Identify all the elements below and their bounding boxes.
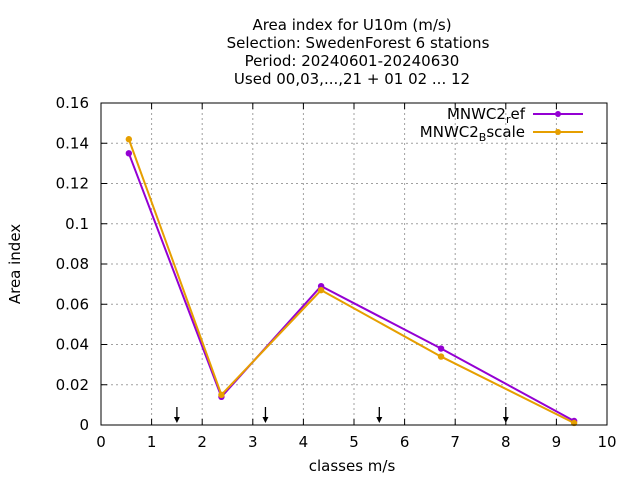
y-tick-label: 0: [79, 416, 89, 434]
x-tick-label: 9: [552, 433, 562, 451]
y-tick-label: 0.08: [56, 255, 89, 273]
series: [125, 136, 578, 427]
plot-frame: [100, 102, 608, 426]
title-line-2: Selection: SwedenForest 6 stations: [227, 34, 490, 52]
y-tick-label: 0.06: [56, 295, 89, 313]
legend-ref-rest: ef: [510, 105, 525, 123]
x-tick-label: 6: [400, 433, 410, 451]
title-line-1: Area index for U10m (m/s): [252, 16, 451, 34]
legend-marker-bscale: [555, 129, 561, 135]
legend-label-bscale: MNWC2Bscale: [420, 123, 525, 144]
title-line-4: Used 00,03,...,21 + 01 02 ... 12: [234, 70, 470, 88]
data-point: [437, 353, 445, 360]
data-point: [437, 345, 445, 352]
y-tick-label: 0.16: [56, 94, 89, 112]
class-boundary-arrow: [262, 407, 269, 423]
legend-bscale-rest: scale: [486, 123, 525, 141]
y-tick-label: 0.12: [56, 175, 89, 193]
grid: [101, 103, 607, 425]
x-tick-label: 7: [450, 433, 460, 451]
legend-ref-main: MNWC2: [447, 105, 506, 123]
legend-bscale-sub: B: [479, 131, 487, 144]
x-tick-label: 8: [501, 433, 511, 451]
class-boundary-arrows: [173, 407, 509, 423]
series-line: [127, 152, 575, 422]
series-1: [125, 136, 578, 427]
y-tick-label: 0.1: [65, 215, 89, 233]
x-tick-label: 2: [197, 433, 207, 451]
data-point: [125, 150, 133, 157]
chart-title: Area index for U10m (m/s) Selection: Swe…: [227, 16, 490, 88]
y-tick-label: 0.02: [56, 376, 89, 394]
y-axis-title: Area index: [6, 224, 24, 304]
x-axis-title: classes m/s: [309, 457, 396, 475]
legend-label-ref: MNWC2ref: [447, 105, 526, 126]
legend-ref-sub: r: [506, 113, 511, 126]
class-boundary-arrow: [502, 407, 509, 423]
x-tick-label: 4: [299, 433, 309, 451]
x-tick-label: 5: [349, 433, 359, 451]
legend-marker-ref: [555, 111, 561, 117]
legend-bscale-main: MNWC2: [420, 123, 479, 141]
legend: MNWC2ref MNWC2Bscale: [420, 105, 583, 144]
data-point: [218, 391, 225, 399]
series-line: [127, 138, 575, 424]
class-boundary-arrow: [173, 407, 180, 423]
data-point: [317, 286, 325, 294]
y-tick-label: 0.04: [56, 336, 89, 354]
axis-ticks: 0 1 2 3 4 5 6 7 8 9 10 0 0.02 0.04 0.06 0.08 0.1 0.12 0.14…: [56, 94, 617, 451]
legend-entry-ref: MNWC2ref: [447, 105, 583, 126]
x-tick-label: 3: [248, 433, 258, 451]
x-tick-label: 0: [96, 433, 106, 451]
title-line-3: Period: 20240601-20240630: [245, 52, 460, 70]
y-tick-label: 0.14: [56, 134, 89, 152]
x-tick-label: 1: [147, 433, 157, 451]
series-0: [125, 150, 578, 425]
x-tick-label: 10: [597, 433, 616, 451]
class-boundary-arrow: [376, 407, 383, 423]
legend-entry-bscale: MNWC2Bscale: [420, 123, 583, 144]
data-point: [125, 136, 133, 143]
